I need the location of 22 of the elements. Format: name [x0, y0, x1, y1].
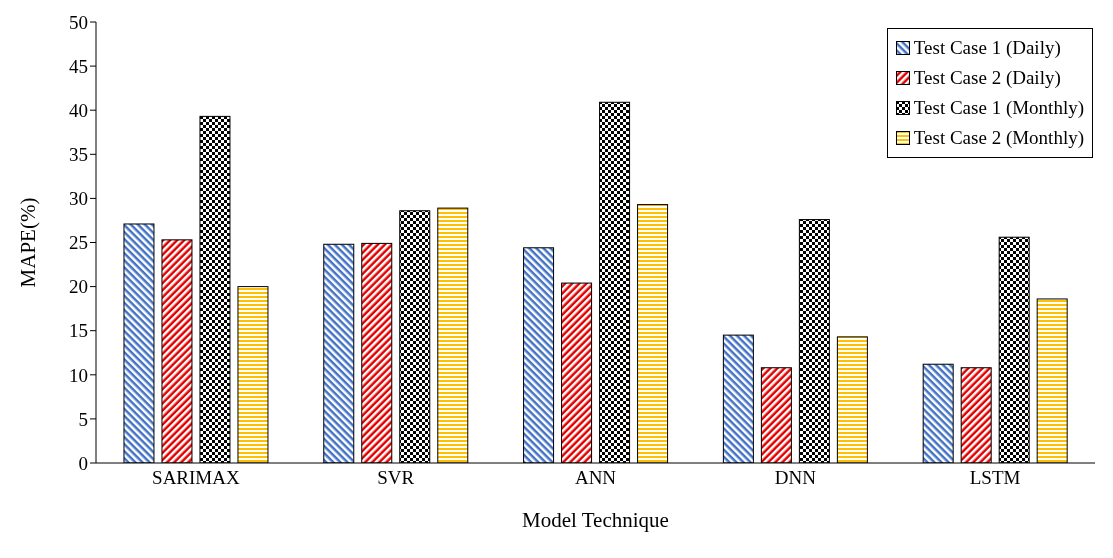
- y-tick-label: 35: [69, 144, 88, 166]
- x-axis-title: Model Technique: [522, 508, 669, 532]
- x-tick-label: SVR: [377, 467, 415, 489]
- y-tick-label: 30: [69, 188, 88, 210]
- legend-label: Test Case 2 (Daily): [913, 66, 1061, 90]
- y-tick-label: 40: [69, 99, 88, 121]
- legend-label: Test Case 2 (Monthly): [913, 126, 1084, 150]
- x-tick-label: DNN: [774, 467, 817, 489]
- y-tick-label: 20: [69, 276, 88, 298]
- y-tick-label: 25: [69, 232, 88, 254]
- y-tick-label: 0: [78, 452, 88, 474]
- x-tick-label: ANN: [574, 467, 617, 489]
- y-tick-label: 45: [69, 55, 88, 77]
- y-axis-title: MAPE(%): [16, 197, 41, 288]
- x-tick-label: LSTM: [969, 467, 1021, 489]
- legend-label: Test Case 1 (Daily): [913, 36, 1061, 60]
- y-tick-label: 50: [69, 11, 88, 33]
- legend-label: Test Case 1 (Monthly): [913, 96, 1084, 120]
- y-tick-label: 10: [69, 364, 88, 386]
- x-tick-label: SARIMAX: [152, 467, 240, 489]
- y-tick-label: 15: [69, 320, 88, 342]
- y-tick-label: 5: [78, 408, 88, 430]
